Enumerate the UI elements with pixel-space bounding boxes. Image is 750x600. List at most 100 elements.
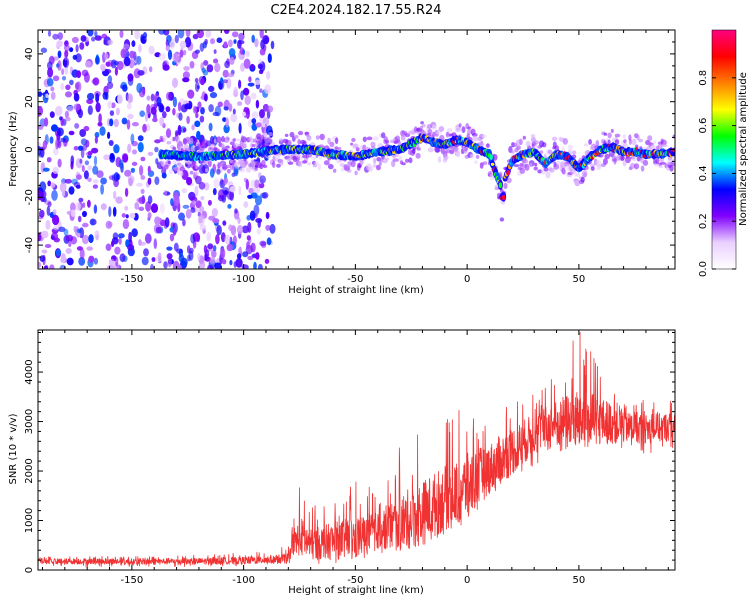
- spectrogram-cell: [185, 208, 192, 219]
- colorbar-ticks: 0.0 0.2 0.4 0.6 0.8: [698, 70, 736, 277]
- spectrogram-cell: [240, 62, 245, 72]
- spectrogram-cell: [107, 75, 113, 84]
- spectrogram-cell: [251, 111, 259, 119]
- spectrogram-cell: [106, 81, 114, 90]
- x-tick-label: 50: [573, 274, 586, 285]
- spectrogram-cell: [215, 234, 220, 245]
- spectrogram-cell: [195, 175, 202, 185]
- spectrogram-cell: [227, 168, 231, 174]
- spectrogram-cell: [79, 248, 85, 260]
- spectrogram-cell: [198, 164, 206, 174]
- spectrogram-cell: [108, 258, 115, 267]
- spectrogram-cell: [190, 145, 196, 153]
- spectrogram-cell: [246, 241, 250, 250]
- spectrogram-cell: [87, 199, 91, 208]
- spectrogram-cell: [370, 141, 376, 148]
- colorbar-label: Normalized spectral amplitude: [738, 72, 749, 226]
- spectrogram-cell: [175, 136, 181, 144]
- spectrogram-cell: [124, 205, 129, 211]
- spectrogram-cell: [55, 105, 63, 116]
- spectrogram-cell: [622, 142, 628, 149]
- spectrogram-cell: [187, 254, 191, 262]
- spectrogram-cell: [215, 136, 222, 143]
- spectrogram-cell: [172, 227, 177, 236]
- spectrogram-cell: [94, 136, 98, 144]
- spectrogram-cell: [229, 56, 235, 65]
- spectrogram-cell: [191, 160, 197, 167]
- x-tick-label: -50: [347, 274, 363, 285]
- spectrogram-cell: [191, 200, 196, 206]
- spectrogram-cell: [64, 178, 73, 184]
- spectrogram-cell: [204, 38, 208, 45]
- spectrogram-cell: [286, 140, 292, 147]
- spectrogram-cell: [339, 162, 345, 167]
- spectrogram-cell: [470, 153, 475, 159]
- spectrogram-cell: [311, 156, 317, 160]
- spectrogram-cell: [182, 204, 190, 209]
- spectrogram-cell: [226, 137, 230, 141]
- spectrogram-cell: [622, 134, 626, 139]
- spectrogram-cell: [190, 233, 196, 244]
- spectrogram-cell: [182, 77, 190, 83]
- spectrogram-cell: [524, 163, 530, 171]
- spectrogram-cell: [200, 78, 205, 86]
- spectrogram-cell: [233, 165, 239, 175]
- spectrogram-cell: [451, 132, 457, 137]
- spectrogram-cell: [113, 190, 117, 200]
- spectrogram-cell: [83, 170, 89, 180]
- spectrogram-cell: [78, 257, 86, 266]
- spectrogram-cell: [75, 53, 82, 63]
- spectrogram-cell: [159, 203, 165, 214]
- spectrogram-cell: [88, 234, 94, 244]
- spectrogram-cell: [107, 131, 111, 139]
- spectrogram-cell: [130, 133, 135, 144]
- spectrogram-cell: [340, 167, 345, 172]
- spectrogram-cell: [279, 161, 284, 166]
- spectrogram-cell: [140, 188, 145, 195]
- spectrogram-cell: [137, 142, 144, 153]
- spectrogram-cell: [255, 99, 260, 109]
- spectrogram-cell: [105, 61, 111, 67]
- spectrogram-cell: [70, 155, 75, 166]
- spectrogram-cell: [172, 146, 177, 151]
- spectrogram-cell: [302, 160, 308, 164]
- spectrogram-cell: [194, 185, 199, 197]
- spectrogram-cell: [51, 189, 58, 201]
- spectrogram-cell: [614, 133, 621, 138]
- spectrogram-cell: [47, 180, 52, 187]
- spectrogram-cell: [404, 133, 411, 138]
- spectrogram-cell: [74, 202, 81, 211]
- spectrogram-cell: [100, 184, 104, 195]
- spectrogram-cell: [127, 244, 135, 251]
- spectrogram-cell: [327, 137, 331, 145]
- colorbar-tick-label: 0.2: [698, 213, 709, 229]
- spectrogram-cell: [214, 262, 222, 269]
- spectrogram-cell: [221, 135, 225, 143]
- spectrogram-cell: [420, 121, 424, 125]
- snr-series-line: [38, 332, 675, 568]
- spectrogram-cell: [660, 161, 666, 165]
- spectrogram-cell: [259, 240, 267, 247]
- spectrogram-cell: [87, 177, 92, 182]
- spectrogram-cell: [97, 121, 103, 127]
- spectrogram-cell: [251, 143, 256, 148]
- spectrogram-cell: [246, 235, 251, 241]
- spectrogram-cell: [142, 123, 147, 133]
- spectrogram-cell: [73, 103, 81, 111]
- spectrogram-cell: [373, 157, 377, 164]
- spectrogram-cell: [92, 77, 100, 86]
- spectrogram-cell: [223, 177, 227, 186]
- spectrogram-cell: [210, 143, 215, 149]
- spectrogram-cell: [178, 264, 182, 269]
- spectrogram-cell: [199, 115, 205, 123]
- spectrogram-cell: [659, 157, 664, 162]
- spectrogram-cell: [144, 111, 149, 122]
- spectrogram-cell: [240, 135, 245, 143]
- spectrogram-cell: [79, 42, 85, 50]
- spectrogram-cell: [154, 216, 161, 225]
- y-tick-label: 0: [24, 146, 35, 152]
- spectrogram-cell: [82, 210, 87, 218]
- spectrogram-cell: [567, 144, 574, 150]
- spectrogram-cell: [185, 30, 191, 38]
- spectrogram-cell: [227, 73, 235, 78]
